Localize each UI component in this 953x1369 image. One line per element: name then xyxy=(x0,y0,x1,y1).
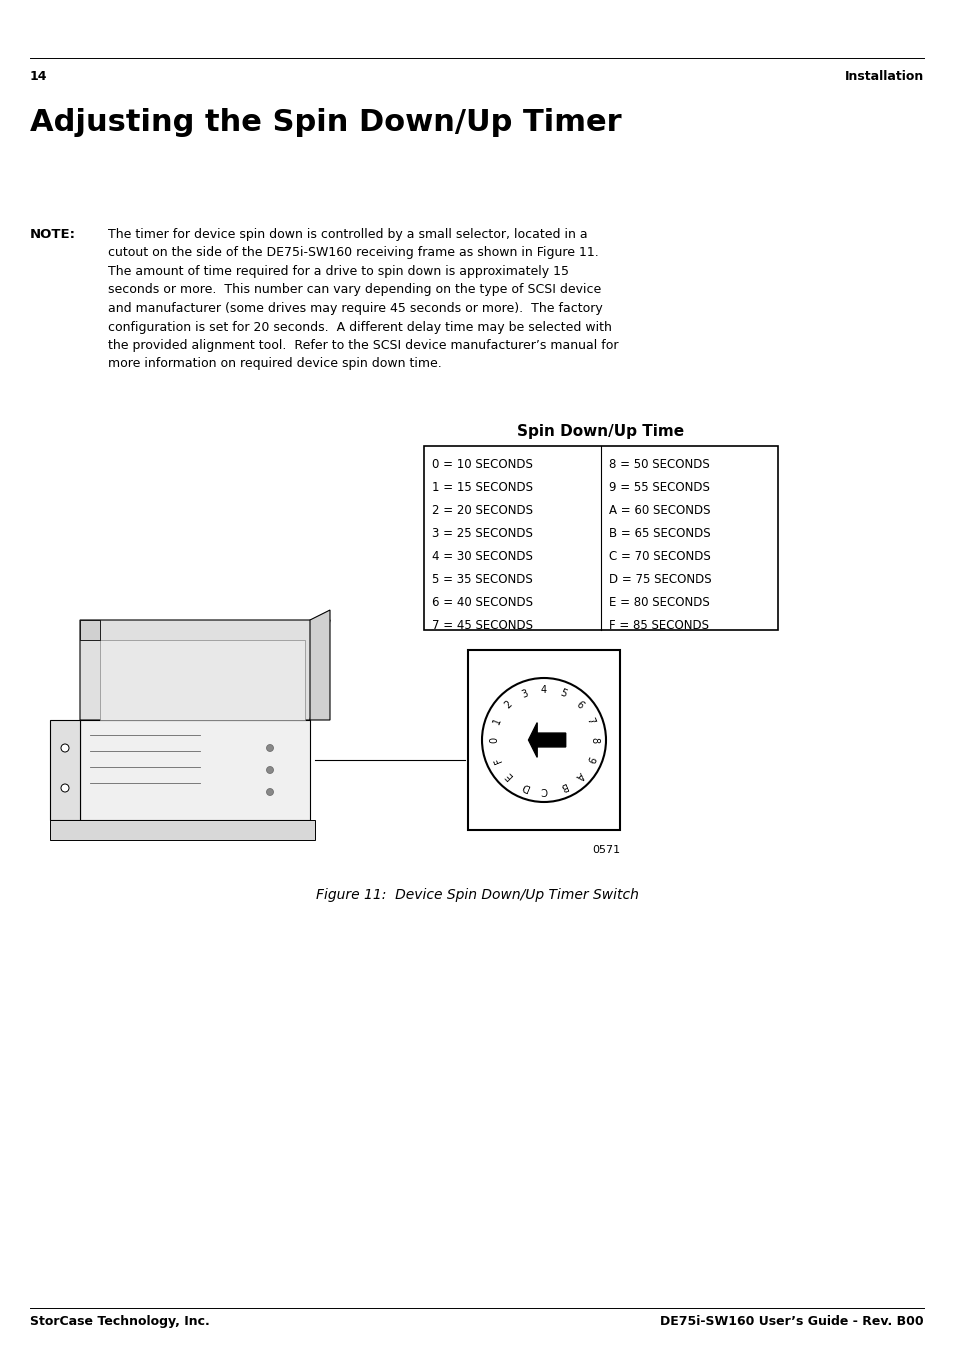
Text: cutout on the side of the DE75i-SW160 receiving frame as shown in Figure 11.: cutout on the side of the DE75i-SW160 re… xyxy=(108,246,598,260)
Text: B = 65 SECONDS: B = 65 SECONDS xyxy=(608,527,710,539)
Text: 2: 2 xyxy=(502,700,514,711)
Text: 4 = 30 SECONDS: 4 = 30 SECONDS xyxy=(432,550,533,563)
Text: A: A xyxy=(573,769,584,782)
Text: seconds or more.  This number can vary depending on the type of SCSI device: seconds or more. This number can vary de… xyxy=(108,283,600,297)
Text: 9 = 55 SECONDS: 9 = 55 SECONDS xyxy=(608,481,709,494)
Polygon shape xyxy=(528,723,565,757)
Polygon shape xyxy=(80,620,100,639)
Text: 5: 5 xyxy=(558,689,567,700)
Text: 0: 0 xyxy=(489,737,498,743)
Text: 7 = 45 SECONDS: 7 = 45 SECONDS xyxy=(432,619,533,632)
Text: 0571: 0571 xyxy=(591,845,619,856)
Text: B: B xyxy=(558,780,568,793)
Circle shape xyxy=(266,789,274,795)
Text: 6: 6 xyxy=(573,700,584,711)
Text: 2 = 20 SECONDS: 2 = 20 SECONDS xyxy=(432,504,533,517)
Text: 14: 14 xyxy=(30,70,48,84)
Text: A = 60 SECONDS: A = 60 SECONDS xyxy=(608,504,710,517)
Text: E: E xyxy=(502,769,514,782)
Text: 9: 9 xyxy=(584,754,596,764)
Text: StorCase Technology, Inc.: StorCase Technology, Inc. xyxy=(30,1316,210,1328)
Bar xyxy=(468,650,619,830)
Text: 7: 7 xyxy=(584,716,596,726)
Text: 0 = 10 SECONDS: 0 = 10 SECONDS xyxy=(432,459,533,471)
Text: more information on required device spin down time.: more information on required device spin… xyxy=(108,357,441,371)
Text: C: C xyxy=(540,784,547,795)
Circle shape xyxy=(481,678,605,802)
Text: F = 85 SECONDS: F = 85 SECONDS xyxy=(608,619,708,632)
Text: 4: 4 xyxy=(540,684,546,695)
Polygon shape xyxy=(80,620,330,720)
Text: D: D xyxy=(518,780,530,793)
Polygon shape xyxy=(310,611,330,720)
Text: DE75i-SW160 User’s Guide - Rev. B00: DE75i-SW160 User’s Guide - Rev. B00 xyxy=(659,1316,923,1328)
Text: F: F xyxy=(492,754,503,764)
Circle shape xyxy=(266,745,274,752)
Text: Installation: Installation xyxy=(843,70,923,84)
Text: Figure 11:  Device Spin Down/Up Timer Switch: Figure 11: Device Spin Down/Up Timer Swi… xyxy=(315,888,638,902)
Text: configuration is set for 20 seconds.  A different delay time may be selected wit: configuration is set for 20 seconds. A d… xyxy=(108,320,611,334)
Text: 8 = 50 SECONDS: 8 = 50 SECONDS xyxy=(608,459,709,471)
Text: E = 80 SECONDS: E = 80 SECONDS xyxy=(608,596,709,609)
Text: 5 = 35 SECONDS: 5 = 35 SECONDS xyxy=(432,574,532,586)
Polygon shape xyxy=(50,820,314,841)
Text: the provided alignment tool.  Refer to the SCSI device manufacturer’s manual for: the provided alignment tool. Refer to th… xyxy=(108,340,618,352)
Polygon shape xyxy=(80,720,310,820)
Bar xyxy=(423,446,778,630)
Text: 1 = 15 SECONDS: 1 = 15 SECONDS xyxy=(432,481,533,494)
Text: 1: 1 xyxy=(492,716,503,726)
Text: 3 = 25 SECONDS: 3 = 25 SECONDS xyxy=(432,527,533,539)
Text: C = 70 SECONDS: C = 70 SECONDS xyxy=(608,550,710,563)
Text: The timer for device spin down is controlled by a small selector, located in a: The timer for device spin down is contro… xyxy=(108,229,587,241)
Text: and manufacturer (some drives may require 45 seconds or more).  The factory: and manufacturer (some drives may requir… xyxy=(108,303,602,315)
Text: The amount of time required for a drive to spin down is approximately 15: The amount of time required for a drive … xyxy=(108,266,568,278)
Text: 3: 3 xyxy=(519,689,529,700)
Circle shape xyxy=(61,784,69,793)
Text: 8: 8 xyxy=(588,737,598,743)
Circle shape xyxy=(61,743,69,752)
Text: D = 75 SECONDS: D = 75 SECONDS xyxy=(608,574,711,586)
Polygon shape xyxy=(50,720,80,820)
Text: 6 = 40 SECONDS: 6 = 40 SECONDS xyxy=(432,596,533,609)
Circle shape xyxy=(266,767,274,773)
Text: Adjusting the Spin Down/Up Timer: Adjusting the Spin Down/Up Timer xyxy=(30,108,621,137)
Text: NOTE:: NOTE: xyxy=(30,229,76,241)
Text: Spin Down/Up Time: Spin Down/Up Time xyxy=(517,424,684,439)
Polygon shape xyxy=(100,639,305,720)
